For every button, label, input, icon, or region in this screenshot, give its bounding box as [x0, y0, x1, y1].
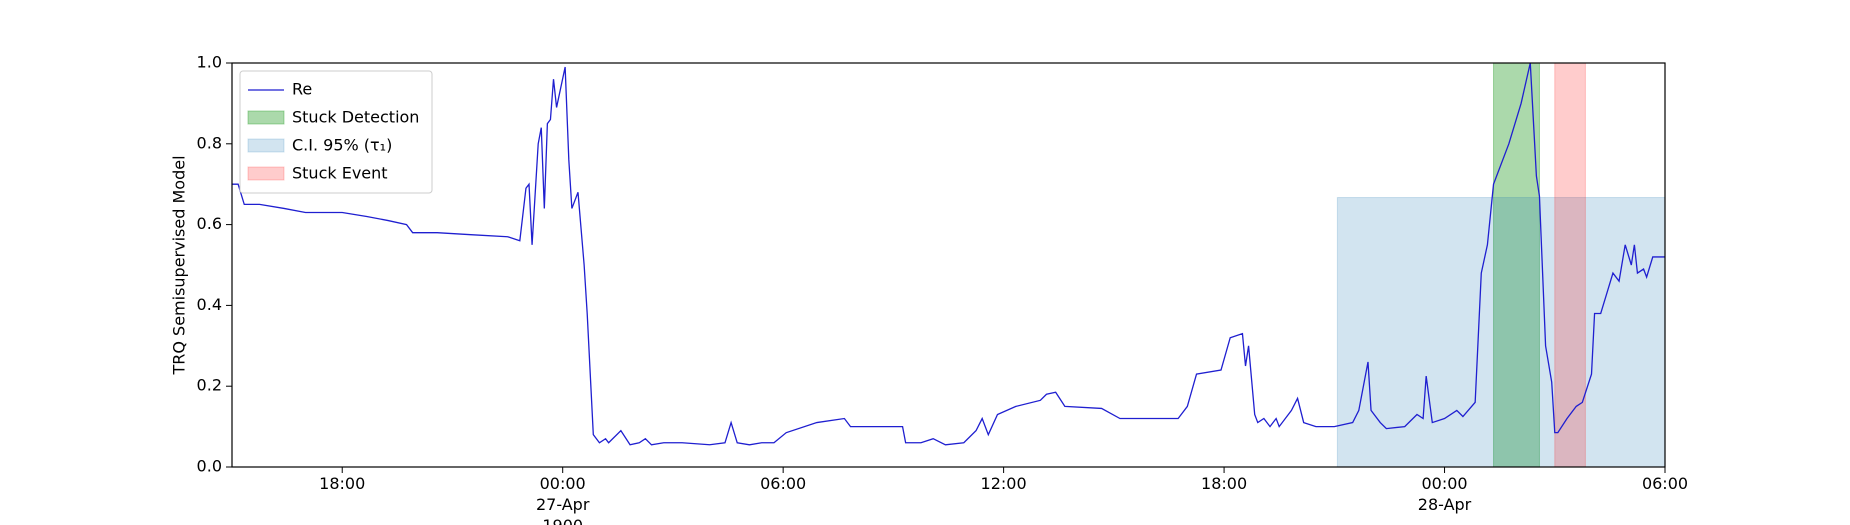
legend-label: Stuck Detection [292, 108, 419, 127]
x-tick-label: 00:00 28-Apr [1418, 474, 1472, 514]
legend-label: Stuck Event [292, 164, 388, 183]
y-tick-label: 0.4 [197, 295, 222, 314]
x-tick-label: 18:00 [1201, 474, 1247, 493]
plot-frame [231, 62, 1666, 468]
legend-swatch [247, 138, 285, 153]
y-axis-label: TRQ Semisupervised Model [170, 155, 189, 375]
y-tick-label: 0.2 [197, 376, 222, 395]
span [1336, 197, 1666, 468]
y-tick-label: 0.0 [197, 457, 222, 476]
span [1493, 62, 1540, 468]
legend-box [239, 70, 433, 194]
legend-swatch [247, 166, 285, 181]
x-tick-label: 06:00 [1642, 474, 1688, 493]
x-tick-label: 12:00 [981, 474, 1027, 493]
x-tick-label: 00:00 27-Apr 1900 [536, 474, 590, 525]
line [232, 62, 1665, 446]
y-tick-label: 1.0 [197, 53, 222, 72]
span [1554, 62, 1586, 468]
legend-label: C.I. 95% (τ₁) [292, 136, 392, 155]
y-tick-label: 0.8 [197, 133, 222, 152]
y-tick-label: 0.6 [197, 214, 222, 233]
legend-label: Re [292, 80, 312, 99]
legend-swatch [247, 110, 285, 125]
x-tick-label: 06:00 [760, 474, 806, 493]
x-tick-label: 18:00 [319, 474, 365, 493]
